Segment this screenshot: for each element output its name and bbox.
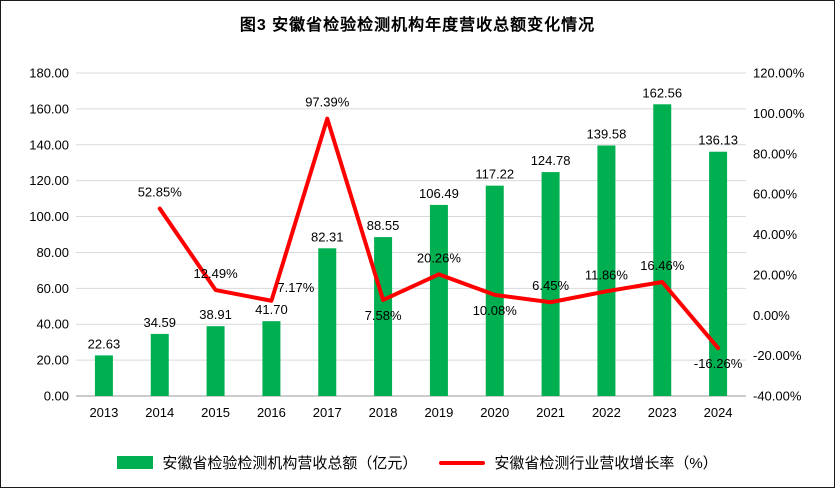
bar	[206, 326, 225, 396]
left-axis-tick: 80.00	[36, 245, 69, 260]
right-axis-tick: 40.00%	[753, 227, 798, 242]
bar	[262, 321, 281, 396]
left-axis-tick: 140.00	[29, 137, 69, 152]
bar-value-label: 41.70	[255, 302, 288, 317]
line-value-label: 7.58%	[365, 308, 402, 323]
legend-label-growth: 安徽省检测行业营收增长率（%）	[494, 455, 718, 472]
right-axis-tick: 100.00%	[753, 106, 805, 121]
bar-value-label: 34.59	[143, 315, 176, 330]
line-value-label: 97.39%	[305, 95, 350, 110]
bar	[597, 145, 616, 396]
bar	[485, 185, 504, 396]
line-value-label: 20.26%	[417, 250, 462, 265]
left-axis-tick: 20.00	[36, 353, 69, 368]
line-series	[157, 116, 721, 351]
x-axis-label: 2016	[257, 405, 286, 420]
bar	[318, 248, 337, 396]
bar-value-label: 117.22	[475, 167, 514, 182]
line-value-label: 16.46%	[640, 258, 685, 273]
bar-value-label: 22.63	[88, 336, 121, 351]
left-axis-tick: 60.00	[36, 281, 69, 296]
bar	[541, 172, 560, 396]
right-axis-tick: -40.00%	[753, 389, 802, 404]
bar-value-label: 88.55	[367, 218, 400, 233]
bar	[374, 237, 393, 396]
legend-item-growth: 安徽省检测行业营收增长率（%）	[439, 452, 718, 473]
line-value-label: -16.26%	[694, 356, 743, 371]
bar-value-label: 136.13	[698, 133, 738, 148]
combo-chart: 0.00 20.00 40.00 60.00 80.00 100.00 120.00 140.…	[29, 66, 805, 421]
legend-label-revenue: 安徽省检验检测机构营收总额（亿元）	[162, 455, 418, 472]
right-axis-tick: 0.00%	[753, 308, 790, 323]
left-axis-tick: 100.00	[29, 209, 69, 224]
line-value-label: 7.17%	[277, 280, 314, 295]
right-axis-tick: 120.00%	[753, 66, 805, 81]
bar	[709, 151, 728, 396]
x-axis-label: 2024	[704, 405, 733, 420]
left-axis-tick: 180.00	[29, 66, 69, 81]
right-axis-tick: 60.00%	[753, 187, 798, 202]
bar-value-label: 139.58	[587, 127, 627, 142]
line-value-label: 6.45%	[532, 278, 569, 293]
x-axis-label: 2020	[480, 405, 509, 420]
line-value-label: 11.86%	[585, 267, 629, 282]
legend-item-revenue: 安徽省检验检测机构营收总额（亿元）	[117, 452, 417, 473]
x-axis-label: 2014	[145, 405, 174, 420]
x-axis-label: 2015	[201, 405, 230, 420]
legend: 安徽省检验检测机构营收总额（亿元） 安徽省检测行业营收增长率（%）	[1, 452, 834, 473]
left-axis-tick: 40.00	[36, 317, 69, 332]
bar	[150, 333, 169, 396]
x-axis-label: 2023	[648, 405, 677, 420]
bar-value-label: 124.78	[531, 153, 571, 168]
bar	[94, 355, 113, 396]
line-value-label: 10.08%	[473, 303, 518, 318]
x-axis-label: 2017	[313, 405, 342, 420]
bar-value-label: 106.49	[419, 186, 459, 201]
bar-value-label: 162.56	[642, 85, 682, 100]
bar	[653, 104, 672, 397]
bar	[429, 204, 448, 396]
x-axis-label: 2022	[592, 405, 621, 420]
bar-value-label: 38.91	[199, 307, 232, 322]
line-value-label: 12.49%	[194, 266, 239, 281]
x-axis-label: 2018	[369, 405, 398, 420]
left-axis-tick: 120.00	[29, 173, 69, 188]
left-axis-tick: 160.00	[29, 101, 69, 116]
chart-title: 图3 安徽省检验检测机构年度营收总额变化情况	[239, 17, 596, 34]
bar-series-swatch-icon	[117, 456, 154, 469]
right-axis-tick: 80.00%	[753, 146, 798, 161]
x-axis-label: 2013	[89, 405, 118, 420]
x-axis-label: 2019	[424, 405, 453, 420]
x-axis-label: 2021	[536, 405, 565, 420]
right-axis-tick: 20.00%	[753, 267, 798, 282]
bar-value-label: 82.31	[311, 229, 344, 244]
line-value-label: 52.85%	[138, 185, 183, 200]
line-series-swatch-icon	[439, 460, 486, 465]
left-axis-tick: 0.00	[44, 389, 69, 404]
right-axis-tick: -20.00%	[753, 348, 802, 363]
